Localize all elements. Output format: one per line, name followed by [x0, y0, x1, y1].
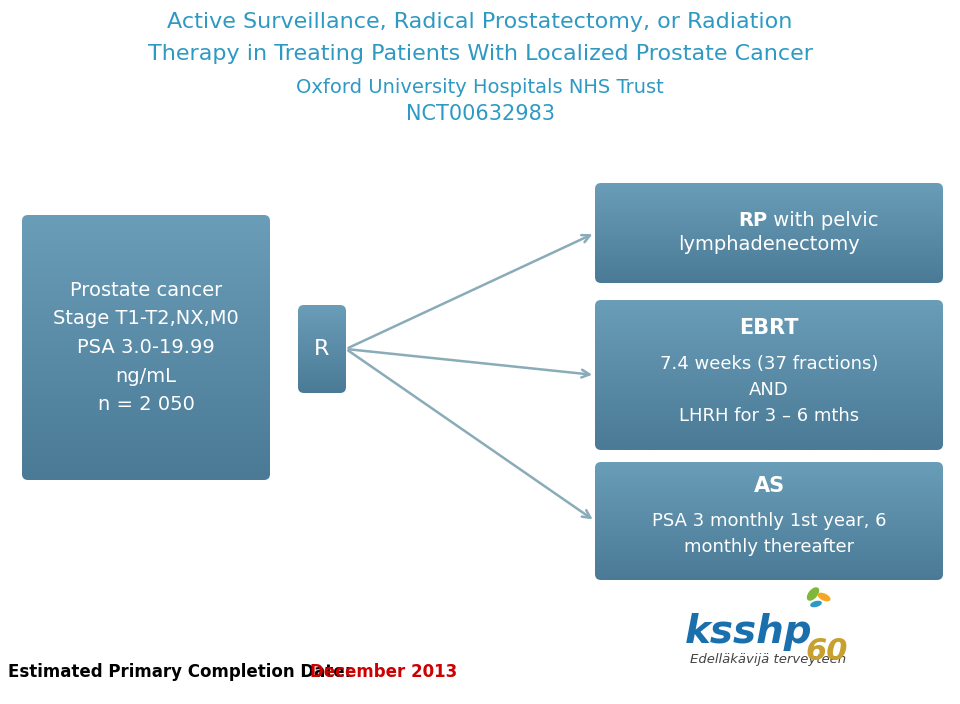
- Text: lymphadenectomy: lymphadenectomy: [678, 236, 860, 255]
- Text: Estimated Primary Completion Date:: Estimated Primary Completion Date:: [8, 663, 351, 681]
- Text: NCT00632983: NCT00632983: [405, 104, 555, 124]
- Text: ksshp: ksshp: [685, 613, 812, 651]
- Text: RP: RP: [738, 211, 767, 230]
- Ellipse shape: [810, 601, 822, 608]
- FancyBboxPatch shape: [595, 183, 943, 283]
- Text: 60: 60: [805, 638, 848, 667]
- FancyBboxPatch shape: [595, 462, 943, 580]
- FancyBboxPatch shape: [595, 300, 943, 450]
- Text: Edelläkävijä terveyteen: Edelläkävijä terveyteen: [690, 653, 846, 667]
- Ellipse shape: [806, 587, 819, 601]
- Text: PSA 3 monthly 1st year, 6
monthly thereafter: PSA 3 monthly 1st year, 6 monthly therea…: [652, 512, 886, 556]
- Text: December 2013: December 2013: [310, 663, 457, 681]
- Text: with pelvic: with pelvic: [767, 211, 878, 230]
- Text: R: R: [314, 339, 329, 359]
- Text: Active Surveillance, Radical Prostatectomy, or Radiation: Active Surveillance, Radical Prostatecto…: [167, 12, 793, 32]
- Ellipse shape: [818, 593, 830, 601]
- FancyBboxPatch shape: [298, 305, 346, 393]
- Text: 7.4 weeks (37 fractions)
AND
LHRH for 3 – 6 mths: 7.4 weeks (37 fractions) AND LHRH for 3 …: [660, 356, 878, 425]
- Text: Prostate cancer
Stage T1-T2,NX,M0
PSA 3.0-19.99
ng/mL
n = 2 050: Prostate cancer Stage T1-T2,NX,M0 PSA 3.…: [53, 280, 239, 415]
- Text: EBRT: EBRT: [739, 318, 799, 338]
- Text: AS: AS: [754, 476, 784, 496]
- Text: Therapy in Treating Patients With Localized Prostate Cancer: Therapy in Treating Patients With Locali…: [148, 44, 812, 64]
- Text: Oxford University Hospitals NHS Trust: Oxford University Hospitals NHS Trust: [296, 78, 664, 97]
- FancyBboxPatch shape: [22, 215, 270, 480]
